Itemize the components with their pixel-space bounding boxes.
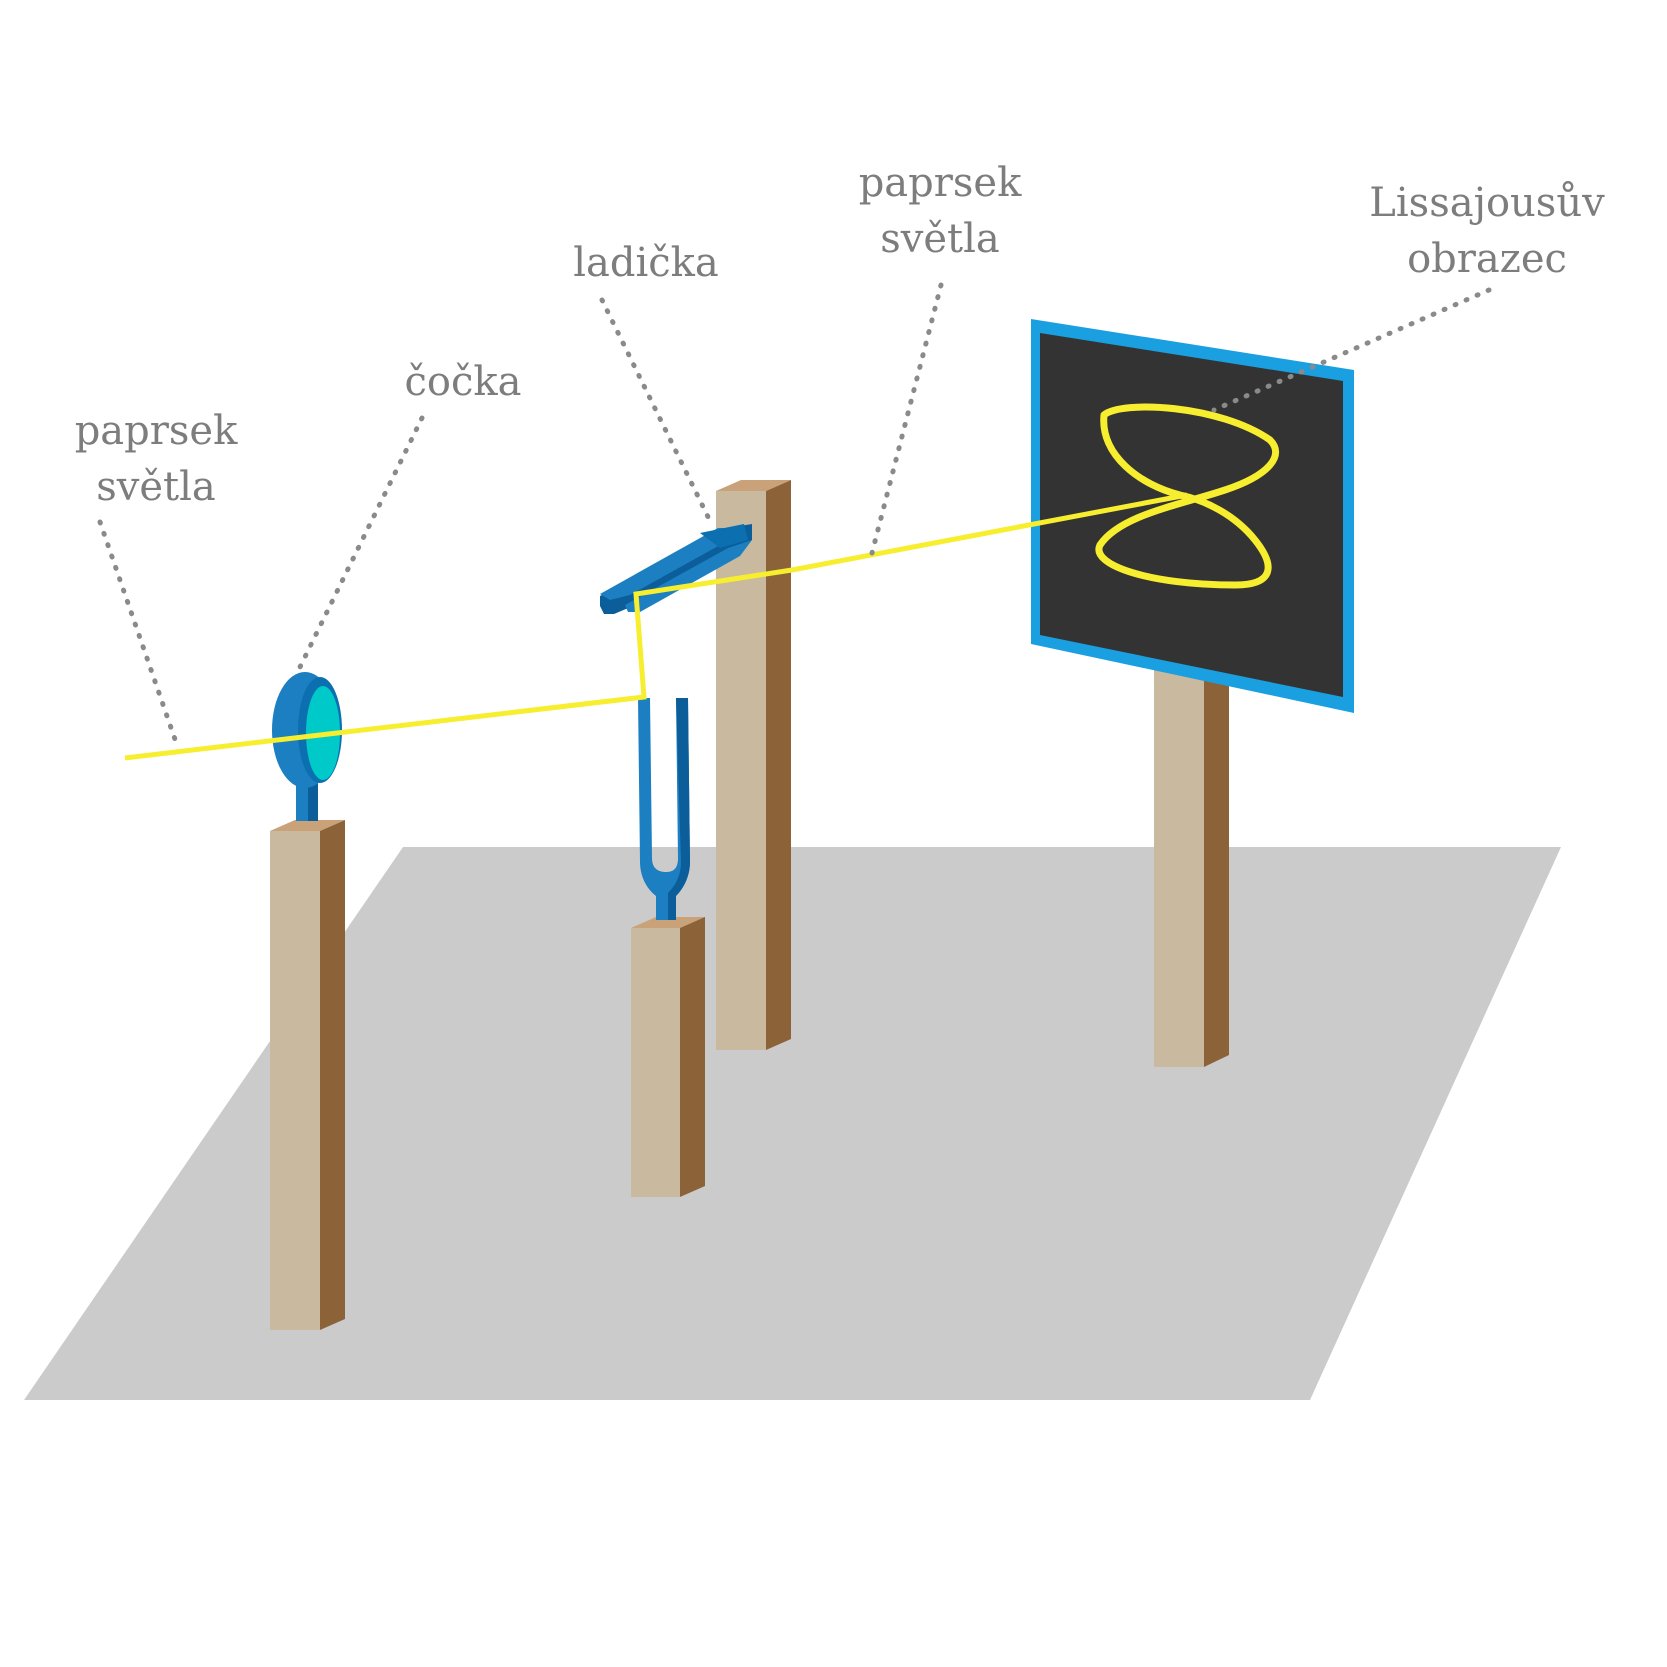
leader-beam-right [869, 282, 944, 556]
leader-lens [297, 415, 425, 670]
leader-tuning-fork [599, 297, 715, 528]
back-post [716, 480, 791, 1050]
label-tuning-fork-text: ladička [573, 240, 719, 286]
floor [24, 847, 1561, 1400]
label-lens: čočka [405, 354, 522, 410]
label-beam-right-line2: světla [880, 216, 1000, 262]
screen-post [1154, 655, 1229, 1067]
leader-lines [97, 282, 1492, 751]
fork-post [631, 917, 705, 1197]
label-beam-right-line1: paprsek [858, 160, 1022, 206]
leader-beam-left [97, 519, 181, 751]
label-lissajous-line2: obrazec [1407, 236, 1567, 282]
label-beam-right: paprsek světla [859, 155, 1022, 267]
label-lens-text: čočka [404, 359, 522, 405]
lissajous-figure [1095, 403, 1279, 589]
label-lissajous: Lissajousův obrazec [1369, 175, 1604, 287]
lens [272, 672, 342, 821]
label-beam-left-line1: paprsek [74, 408, 238, 454]
projection-screen [1031, 319, 1354, 713]
label-tuning-fork: ladička [573, 235, 719, 291]
light-beam [124, 492, 1188, 761]
label-lissajous-line1: Lissajousův [1369, 180, 1605, 226]
leader-lissajous [1211, 287, 1492, 413]
label-beam-left: paprsek světla [75, 403, 238, 515]
lens-post [270, 820, 345, 1330]
label-beam-left-line2: světla [96, 464, 216, 510]
vertical-tuning-fork [638, 698, 690, 920]
